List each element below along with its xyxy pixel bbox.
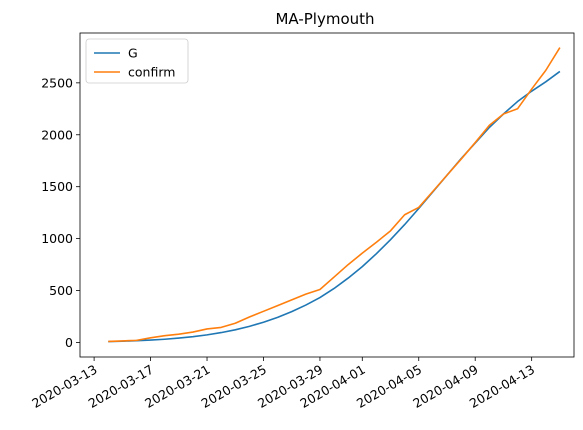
y-tick-label: 2500: [41, 75, 73, 90]
series-line-confirm: [108, 47, 561, 343]
series-layer: [108, 47, 561, 343]
y-tick-label: 1500: [41, 179, 73, 194]
plot-frame: [79, 32, 575, 358]
y-axis: 0 500 1000 1500 2000 2500: [41, 75, 80, 350]
y-tick-label: 0: [65, 335, 73, 350]
y-tick-label: 2000: [41, 127, 73, 142]
y-tick-label: 1000: [41, 231, 73, 246]
legend-label-G: G: [128, 46, 138, 61]
legend-label-confirm: confirm: [128, 65, 175, 80]
x-axis: 2020-03-132020-03-172020-03-212020-03-25…: [29, 357, 537, 411]
plot-area: [79, 32, 575, 358]
series-line-G: [108, 70, 561, 343]
chart-title: MA-Plymouth: [275, 10, 374, 28]
y-tick-label: 500: [49, 283, 73, 298]
